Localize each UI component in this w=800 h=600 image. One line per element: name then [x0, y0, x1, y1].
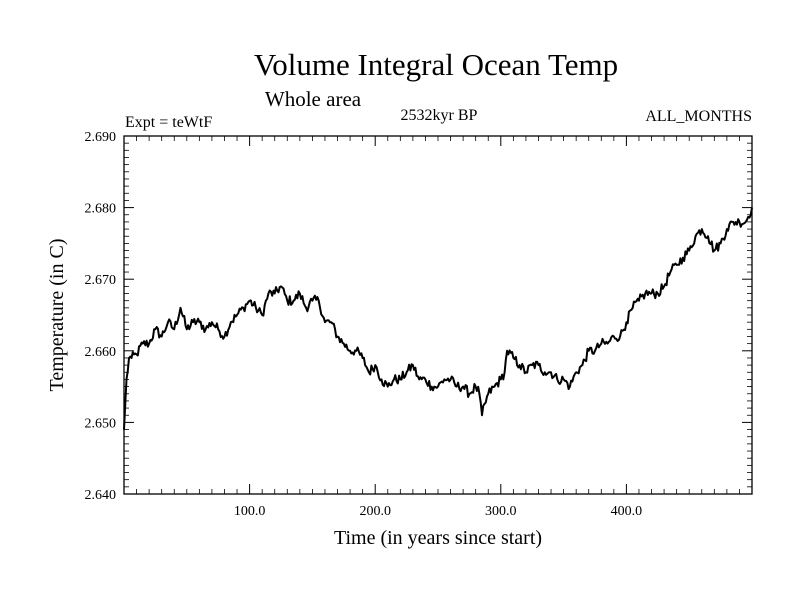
axis-tick-labels: 100.0 200.0 300.0 400.0 2.640 2.650 2.660 2.670…	[85, 130, 643, 519]
y-tick-label: 2.690	[85, 130, 117, 145]
x-axis-label: Time (in years since start)	[334, 527, 542, 549]
x-tick-label: 300.0	[485, 504, 517, 519]
period-label: 2532kyr BP	[401, 107, 478, 124]
series-line	[123, 207, 753, 430]
y-tick-label: 2.660	[85, 345, 117, 360]
axis-ticks	[124, 135, 752, 495]
months-label: ALL_MONTHS	[645, 108, 752, 125]
x-tick-label: 100.0	[234, 504, 266, 519]
y-tick-label: 2.640	[85, 488, 117, 503]
experiment-label: Expt = teWtF	[125, 114, 212, 131]
x-tick-label: 400.0	[611, 504, 643, 519]
y-tick-label: 2.650	[85, 416, 117, 431]
y-tick-label: 2.670	[85, 273, 117, 288]
plot-frame	[123, 135, 753, 495]
y-tick-label: 2.680	[85, 202, 117, 217]
chart-subtitle: Whole area	[265, 87, 362, 111]
chart-title: Volume Integral Ocean Temp	[254, 47, 618, 82]
y-axis-label: Temperature (in C)	[46, 239, 68, 392]
x-tick-label: 200.0	[359, 504, 391, 519]
